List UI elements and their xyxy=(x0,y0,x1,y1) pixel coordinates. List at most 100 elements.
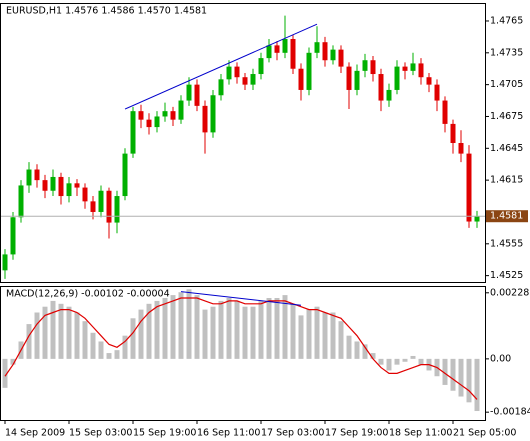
macd-bar xyxy=(146,303,152,359)
candle-body xyxy=(290,39,296,69)
macd-bar xyxy=(58,303,64,359)
candle-body xyxy=(418,63,424,78)
candle-body xyxy=(242,77,248,85)
current-price-label: 1.4581 xyxy=(490,211,523,222)
candle-body xyxy=(298,68,304,90)
macd-bar xyxy=(266,298,272,359)
macd-bar xyxy=(330,312,336,359)
macd-bar xyxy=(410,355,416,359)
macd-bar xyxy=(394,358,400,365)
candle-body xyxy=(402,66,408,71)
y-tick-label: 1.4675 xyxy=(490,111,523,122)
macd-bar xyxy=(98,341,104,359)
candle-body xyxy=(186,84,192,101)
macd-bar xyxy=(402,358,408,362)
candle-body xyxy=(122,153,128,197)
macd-bar xyxy=(42,306,48,359)
candle-body xyxy=(50,176,56,191)
candle-body xyxy=(434,84,440,101)
macd-bar xyxy=(386,358,392,371)
candle-body xyxy=(378,74,384,101)
macd-title: MACD(12,26,9) -0.00102 -0.00004 xyxy=(6,289,170,300)
x-tick-label: 15 Sep 03:00 xyxy=(69,428,132,439)
candle-body xyxy=(162,111,168,117)
candle-body xyxy=(26,169,32,186)
x-tick-label: 21 Sep 05:00 xyxy=(453,428,516,439)
macd-panel xyxy=(0,286,486,421)
macd-bar xyxy=(346,335,352,359)
macd-bar xyxy=(194,295,200,359)
macd-bar xyxy=(122,335,128,359)
macd-bar xyxy=(226,298,232,359)
candle-body xyxy=(346,66,352,90)
trendline xyxy=(124,23,318,110)
macd-bar xyxy=(90,332,96,359)
candle-body xyxy=(370,60,376,75)
macd-bar xyxy=(178,292,184,359)
macd-bar xyxy=(218,300,224,359)
candle-body xyxy=(330,49,336,61)
candle-body xyxy=(250,74,256,85)
macd-bar xyxy=(106,353,112,359)
signal-line xyxy=(4,297,478,400)
macd-bar xyxy=(50,300,56,359)
macd-bar xyxy=(306,309,312,359)
y-tick-label: 1.4765 xyxy=(490,15,523,26)
y-tick-label: 0.00 xyxy=(490,353,511,364)
macd-bar xyxy=(282,295,288,359)
candle-body xyxy=(234,66,240,78)
macd-bar xyxy=(10,358,16,365)
candle-body xyxy=(362,60,368,71)
x-tick-label: 17 Sep 03:00 xyxy=(261,428,324,439)
macd-bar xyxy=(370,353,376,359)
macd-bar xyxy=(202,309,208,359)
macd-bar xyxy=(74,312,80,359)
macd-bar xyxy=(258,300,264,359)
candle-body xyxy=(202,105,208,133)
candle-body xyxy=(154,116,160,128)
candle-body xyxy=(34,169,40,181)
y-tick-label: 1.4705 xyxy=(490,79,523,90)
candle-body xyxy=(194,84,200,106)
macd-bar xyxy=(186,289,192,359)
candle-body xyxy=(322,42,328,61)
macd-bar xyxy=(66,306,72,359)
macd-bar xyxy=(466,358,472,403)
candle-body xyxy=(10,217,16,255)
macd-bar xyxy=(162,298,168,359)
y-tick-label: 1.4555 xyxy=(490,238,523,249)
macd-bar xyxy=(130,318,136,359)
macd-bar xyxy=(26,324,32,359)
y-tick-label: -0.00184 xyxy=(490,407,530,418)
macd-bar xyxy=(210,306,216,359)
candle-body xyxy=(314,42,320,53)
macd-bar xyxy=(458,358,464,397)
candle-body xyxy=(426,77,432,85)
candle-body xyxy=(2,254,8,271)
candle-body xyxy=(386,89,392,101)
x-tick-label: 16 Sep 11:00 xyxy=(197,428,260,439)
candle-body xyxy=(394,66,400,90)
candle-body xyxy=(274,45,280,53)
trendline xyxy=(180,291,302,306)
candle-body xyxy=(114,196,120,223)
candle-body xyxy=(58,176,64,197)
current-price-box xyxy=(486,210,528,223)
candle-body xyxy=(90,201,96,212)
macd-bar xyxy=(418,358,424,365)
macd-bar xyxy=(362,344,368,359)
macd-bar xyxy=(82,321,88,359)
macd-bar xyxy=(378,358,384,365)
candle-body xyxy=(178,100,184,120)
x-tick-label: 14 Sep 2009 xyxy=(5,428,65,439)
candle-body xyxy=(354,70,360,90)
macd-bar xyxy=(274,298,280,359)
macd-bar xyxy=(154,300,160,359)
y-tick-label: 1.4645 xyxy=(490,143,523,154)
candle-body xyxy=(338,49,344,67)
candle-body xyxy=(98,190,104,212)
candle-body xyxy=(450,123,456,143)
candle-body xyxy=(266,45,272,59)
